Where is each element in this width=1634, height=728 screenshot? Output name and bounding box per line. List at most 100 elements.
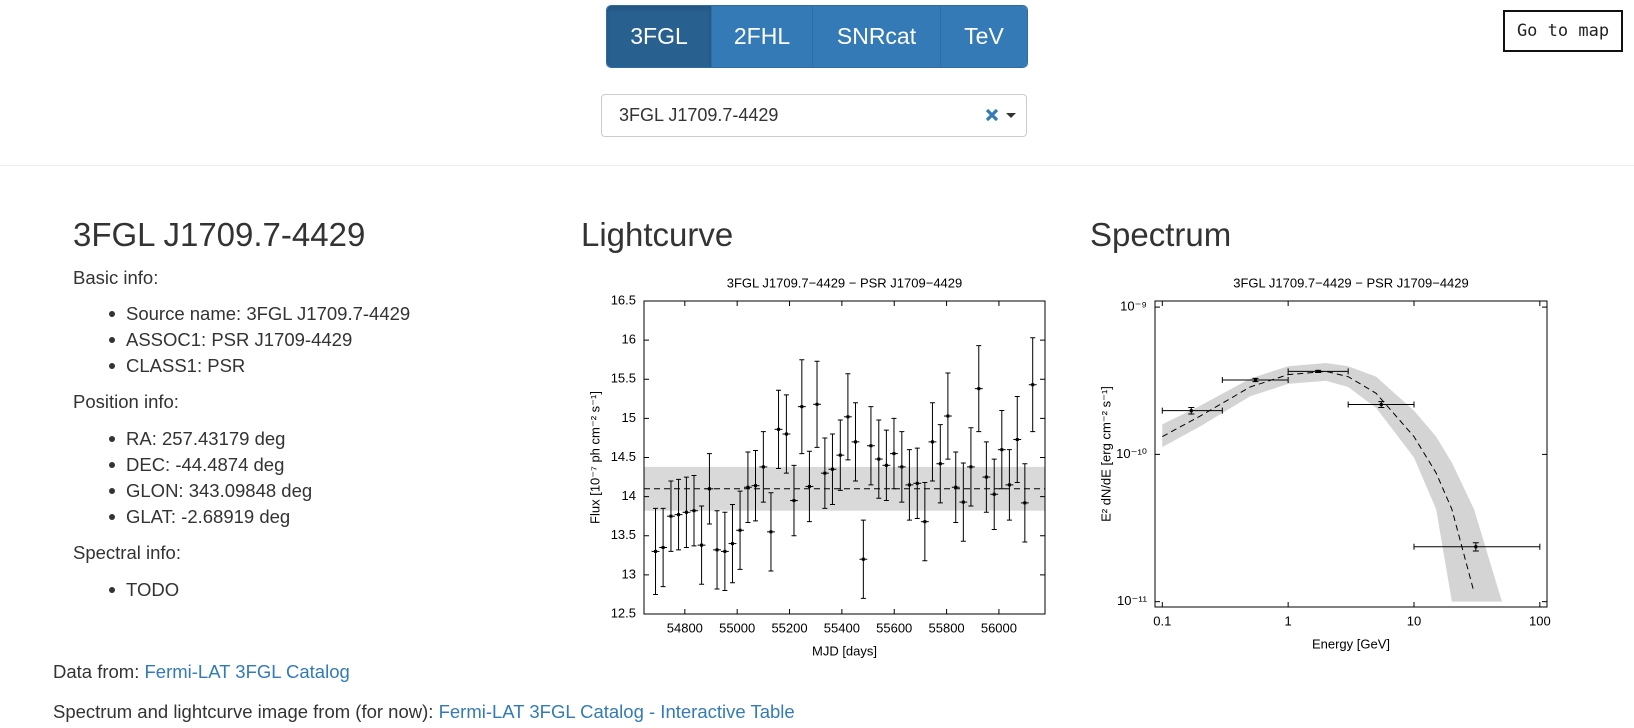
data-point xyxy=(746,485,750,489)
y-tick-label: 12.5 xyxy=(611,605,636,620)
data-point xyxy=(677,513,681,517)
data-point xyxy=(792,499,796,503)
data-point xyxy=(961,500,965,504)
bullet xyxy=(109,436,115,442)
data-point xyxy=(846,415,850,419)
y-tick-label: 15 xyxy=(622,410,636,425)
data-point xyxy=(1379,403,1383,407)
data-point xyxy=(923,520,927,524)
x-tick-label: 55000 xyxy=(719,620,755,635)
data-point xyxy=(754,484,758,488)
tab[interactable]: SNRcat xyxy=(813,6,941,67)
bullet xyxy=(109,488,115,494)
clear-icon[interactable] xyxy=(985,108,999,122)
chart-title: 3FGL J1709.7−4429 − PSR J1709−4429 xyxy=(727,275,963,290)
data-point xyxy=(1007,483,1011,487)
footer-line: Spectrum and lightcurve image from (for … xyxy=(53,699,795,725)
divider xyxy=(0,165,1634,166)
data-point xyxy=(892,452,896,456)
data-point xyxy=(861,557,865,561)
list-item: TODO xyxy=(126,579,180,600)
data-point xyxy=(877,457,881,461)
x-tick-label: 55800 xyxy=(929,620,965,635)
bullet xyxy=(109,587,115,593)
data-point xyxy=(992,492,996,496)
data-point xyxy=(684,510,688,514)
list-item: GLAT: -2.68919 deg xyxy=(126,506,291,527)
source-select[interactable]: 3FGL J1709.7-4429 xyxy=(601,94,1027,137)
x-tick-label: 1 xyxy=(1285,613,1292,628)
x-tick-label: 100 xyxy=(1529,613,1551,628)
data-point xyxy=(738,528,742,532)
list-item: ASSOC1: PSR J1709-4429 xyxy=(126,329,353,350)
data-point xyxy=(715,548,719,552)
footer-link[interactable]: Fermi-LAT 3FGL Catalog xyxy=(144,661,350,682)
x-tick-label: 55200 xyxy=(771,620,807,635)
x-tick-label: 56000 xyxy=(981,620,1017,635)
x-tick-label: 0.1 xyxy=(1153,613,1171,628)
tab[interactable]: TeV xyxy=(941,6,1027,67)
data-point xyxy=(869,444,873,448)
catalog-tabs: 3FGL 2FHL SNRcat TeV xyxy=(606,5,1028,68)
data-point xyxy=(707,487,711,491)
x-axis-label: MJD [days] xyxy=(812,643,877,658)
y-tick-label: 14 xyxy=(622,488,636,503)
chart-title: 3FGL J1709.7−4429 − PSR J1709−4429 xyxy=(1233,275,1469,290)
y-tick-label: 16.5 xyxy=(611,292,636,307)
y-tick-label: 14.5 xyxy=(611,449,636,464)
data-point xyxy=(807,484,811,488)
data-point xyxy=(969,465,973,469)
data-point xyxy=(669,514,673,518)
spectrum-heading: Spectrum xyxy=(1090,216,1232,253)
bullet xyxy=(109,363,115,369)
data-point xyxy=(815,402,819,406)
data-point xyxy=(977,387,981,391)
data-point xyxy=(1015,438,1019,442)
plot-area xyxy=(1161,363,1541,602)
data-point xyxy=(761,465,765,469)
data-point xyxy=(830,467,834,471)
caret-icon[interactable] xyxy=(1006,113,1016,118)
list-item: RA: 257.43179 deg xyxy=(126,428,286,449)
y-tick-label: 16 xyxy=(622,332,636,347)
y-tick-label: 13 xyxy=(622,566,636,581)
lightcurve-heading: Lightcurve xyxy=(581,216,734,253)
x-axis-label: Energy [GeV] xyxy=(1312,636,1390,651)
lightcurve-chart: 3FGL J1709.7−4429 − PSR J1709−4429 MJD [d… xyxy=(587,275,1046,658)
select-value: 3FGL J1709.7-4429 xyxy=(619,105,779,125)
bullet xyxy=(109,337,115,343)
model-band xyxy=(1162,363,1502,602)
plot-area xyxy=(644,337,1045,599)
data-point xyxy=(800,405,804,409)
bullet xyxy=(109,462,115,468)
model-line xyxy=(1162,370,1475,593)
y-tick-label: 15.5 xyxy=(611,371,636,386)
data-point xyxy=(915,481,919,485)
spectrum-chart: 3FGL J1709.7−4429 − PSR J1709−4429 Energy… xyxy=(1098,275,1551,651)
data-point xyxy=(769,530,773,534)
data-point xyxy=(777,427,781,431)
data-point xyxy=(1023,501,1027,505)
section-heading: Spectral info: xyxy=(73,542,181,563)
data-point xyxy=(884,463,888,467)
section-heading: Basic info: xyxy=(73,267,159,288)
data-point xyxy=(907,483,911,487)
data-point xyxy=(700,543,704,547)
footer-link[interactable]: Fermi-LAT 3FGL Catalog - Interactive Tab… xyxy=(438,701,795,722)
footer-line: Data from: Fermi-LAT 3FGL Catalog xyxy=(53,659,350,685)
source-title: 3FGL J1709.7-4429 xyxy=(73,216,366,253)
map-button[interactable]: Go to map xyxy=(1503,10,1623,52)
data-point xyxy=(1031,383,1035,387)
list-item: DEC: -44.4874 deg xyxy=(126,454,285,475)
tab[interactable]: 3FGL xyxy=(607,6,712,67)
tab[interactable]: 2FHL xyxy=(712,6,813,67)
y-tick-label: 10⁻¹¹ xyxy=(1117,593,1148,608)
data-point xyxy=(930,440,934,444)
data-point xyxy=(838,453,842,457)
data-point xyxy=(823,471,827,475)
data-point xyxy=(1474,545,1478,549)
section-heading: Position info: xyxy=(73,391,179,412)
data-point xyxy=(723,549,727,553)
data-point xyxy=(784,432,788,436)
data-point xyxy=(853,440,857,444)
